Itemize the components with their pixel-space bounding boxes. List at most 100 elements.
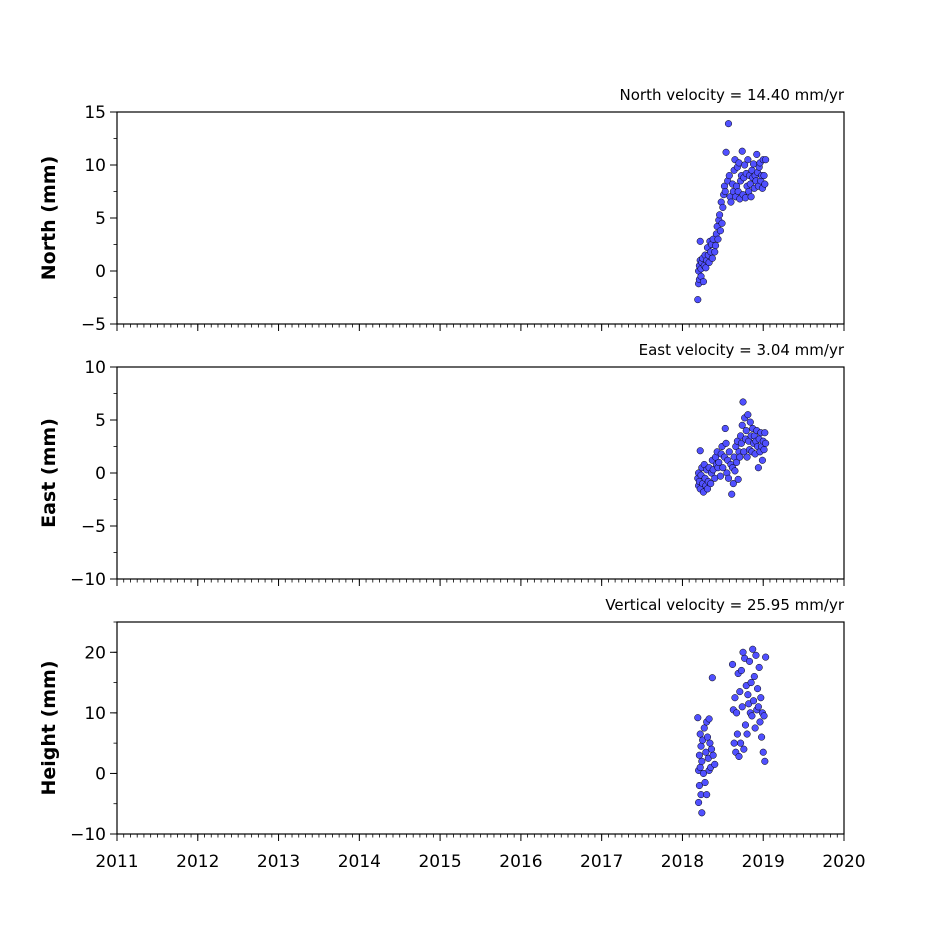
east-data-point xyxy=(716,472,724,480)
height-data-point xyxy=(750,672,758,681)
north-data-point xyxy=(714,235,722,243)
east-y-tick-label: 10 xyxy=(84,358,106,378)
north-data-point xyxy=(702,264,710,272)
north-data-point xyxy=(753,150,761,158)
height-data-point xyxy=(749,645,757,653)
east-data-point xyxy=(739,398,747,406)
height-x-tick-label: 2017 xyxy=(580,852,623,872)
east-data-point xyxy=(734,475,742,483)
height-data-point xyxy=(703,733,712,741)
height-x-tick-label: 2011 xyxy=(95,852,138,872)
height-data-point xyxy=(707,745,716,753)
height-data-point xyxy=(754,703,762,711)
east-y-tick-label: 0 xyxy=(95,464,106,484)
east-data-point xyxy=(760,446,768,454)
height-data-point xyxy=(739,648,747,656)
north-data-point xyxy=(761,180,769,188)
north-data-point xyxy=(694,296,702,304)
east-data-point xyxy=(743,453,751,461)
north-panel: −5 0 5 10 15 North velocity = 14.40 mm/yr Nort… xyxy=(38,86,845,335)
height-x-tick-label: 2018 xyxy=(661,852,704,872)
height-x-tick-label: 2015 xyxy=(418,852,461,872)
north-data-point xyxy=(722,148,730,156)
east-axes-frame xyxy=(116,366,845,580)
height-data-point xyxy=(698,809,706,817)
height-data-point xyxy=(711,760,719,768)
north-panel-title: North velocity = 14.40 mm/yr xyxy=(620,86,845,104)
height-data-point xyxy=(733,709,741,717)
height-data-point xyxy=(749,697,758,705)
north-y-tick-label: 10 xyxy=(84,156,106,176)
east-data-point xyxy=(731,467,739,475)
east-data-point xyxy=(707,480,715,488)
east-data-point xyxy=(703,485,712,493)
height-data-point xyxy=(703,791,711,799)
north-data-point xyxy=(718,219,726,227)
east-data-point xyxy=(719,464,727,472)
east-data-point xyxy=(744,411,752,419)
height-x-tick-label: 2012 xyxy=(176,852,219,872)
height-data-point xyxy=(701,778,709,787)
north-data-point xyxy=(725,172,733,180)
east-data-point xyxy=(754,464,762,472)
height-data-point xyxy=(762,653,770,661)
height-x-tick-label: 2014 xyxy=(338,852,381,872)
east-data-point xyxy=(728,490,736,498)
height-data-point xyxy=(694,714,702,722)
north-y-tick-label: −5 xyxy=(81,315,106,335)
north-y-tick-label: 0 xyxy=(95,262,106,282)
north-data-point xyxy=(721,187,729,196)
height-y-tick-label: 10 xyxy=(84,704,106,724)
height-data-point xyxy=(708,674,716,682)
north-data-point xyxy=(696,237,704,245)
height-axes-frame xyxy=(116,621,845,835)
height-data-point xyxy=(705,715,713,723)
height-data-point xyxy=(745,657,754,665)
east-data-point xyxy=(696,447,704,455)
east-data-point xyxy=(761,429,769,437)
height-data-point xyxy=(755,663,763,671)
north-y-tick-label: 5 xyxy=(95,209,106,229)
height-data-point xyxy=(736,688,744,696)
north-data-point xyxy=(711,248,719,256)
height-data-point xyxy=(731,694,739,702)
east-panel-title: East velocity = 3.04 mm/yr xyxy=(639,341,845,359)
north-data-point xyxy=(741,161,749,169)
height-data-point xyxy=(759,748,767,756)
height-data-point xyxy=(761,757,769,765)
east-data-point xyxy=(746,418,754,426)
height-data-point xyxy=(706,739,714,747)
height-y-axis-label: Height (mm) xyxy=(38,660,60,795)
height-data-point xyxy=(695,751,703,759)
height-data-point xyxy=(700,724,708,732)
height-data-point xyxy=(757,694,765,702)
east-y-tick-label: −5 xyxy=(81,517,106,537)
east-panel: −10 −5 0 5 10 East velocity = 3.04 mm/yr East … xyxy=(38,341,845,590)
east-data-point xyxy=(729,480,737,488)
height-data-point xyxy=(747,679,755,687)
height-data-point xyxy=(741,721,750,729)
height-data-point xyxy=(733,730,741,738)
east-data-point xyxy=(722,439,730,447)
height-data-point xyxy=(737,739,745,747)
height-data-point xyxy=(735,752,743,761)
north-y-axis-label: North (mm) xyxy=(38,156,60,281)
height-y-tick-label: 20 xyxy=(84,643,106,663)
height-data-point xyxy=(740,745,748,753)
height-data-point xyxy=(696,730,704,738)
north-data-point xyxy=(724,120,733,128)
east-data-point xyxy=(724,474,733,482)
east-data-point xyxy=(758,456,766,464)
height-x-tick-label: 2020 xyxy=(822,852,865,872)
east-data-point xyxy=(715,458,723,466)
height-data-point xyxy=(737,666,745,675)
height-data-point xyxy=(744,691,752,699)
north-data-point xyxy=(744,156,752,164)
north-y-tick-label: 15 xyxy=(84,103,106,123)
height-data-point xyxy=(695,781,703,790)
north-data-point xyxy=(716,211,724,219)
north-data-point xyxy=(712,242,720,250)
height-y-tick-label: −10 xyxy=(70,825,106,845)
height-x-tick-label: 2013 xyxy=(257,852,300,872)
height-data-point xyxy=(695,798,703,807)
